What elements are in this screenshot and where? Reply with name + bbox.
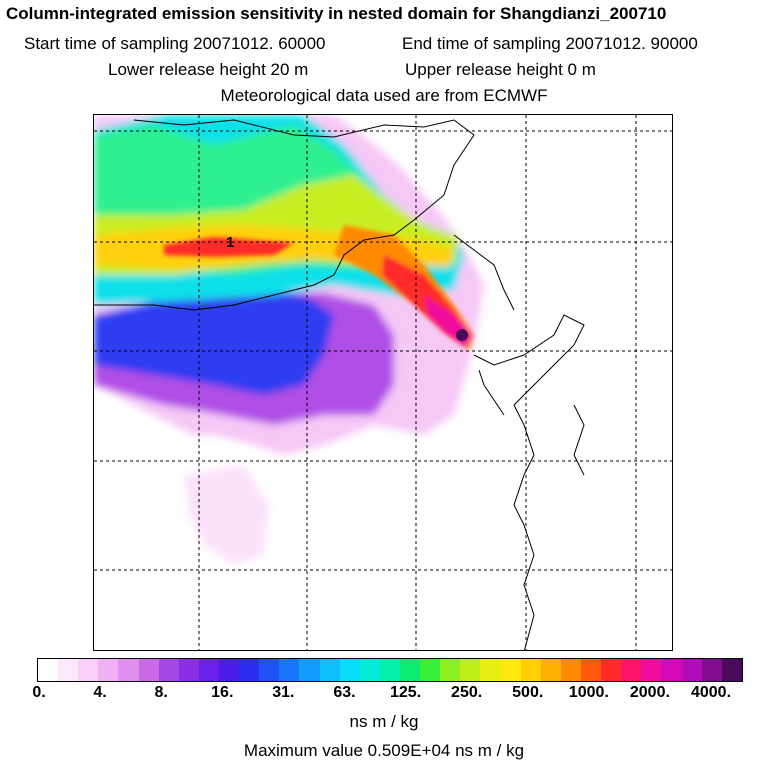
colorbar-segment [98, 659, 119, 681]
colorbar-segment [480, 659, 501, 681]
colorbar-segment [138, 659, 159, 681]
colorbar-tick-label: 250. [451, 684, 483, 701]
colorbar-segment [279, 659, 300, 681]
colorbar-segment [178, 659, 199, 681]
colorbar-segment [198, 659, 219, 681]
upper-release-height: Upper release height 0 m [405, 60, 596, 79]
colorbar-segment [58, 659, 79, 681]
colorbar-segment [239, 659, 260, 681]
station-marker [456, 329, 468, 341]
colorbar-segment [560, 659, 581, 681]
colorbar-segment [299, 659, 320, 681]
colorbar-segment [580, 659, 602, 681]
colorbar-tick-label: 31. [272, 684, 295, 701]
colorbar-segment [540, 659, 561, 681]
colorbar-tick-label: 16. [211, 684, 234, 701]
coastlines [94, 119, 585, 650]
colorbar-segment [379, 659, 400, 681]
colorbar-tick-label: 63. [333, 684, 356, 701]
maximum-value: Maximum value 0.509E+04 ns m / kg [243, 741, 525, 760]
colorbar-tick-label: 2000. [629, 684, 670, 701]
colorbar-segment [259, 659, 280, 681]
sensitivity-field: 1 [94, 115, 484, 565]
met-data-source: Meteorological data used are from ECMWF [220, 86, 548, 105]
map-canvas: 1 [94, 115, 672, 650]
colorbar-segment [460, 659, 481, 681]
colorbar-segment [440, 659, 461, 681]
colorbar-segment [38, 659, 59, 681]
colorbar-segment [78, 659, 99, 681]
colorbar-segment [520, 659, 541, 681]
colorbar-tick-label: 1000. [568, 684, 609, 701]
colorbar-segment [721, 659, 742, 681]
end-time: End time of sampling 20071012. 90000 [402, 34, 698, 53]
colorbar-tick-label: 4000. [690, 684, 732, 701]
start-time: Start time of sampling 20071012. 60000 [24, 34, 326, 53]
colorbar-tick-label: 125. [389, 684, 422, 701]
colorbar-segment [319, 659, 340, 681]
colorbar-segment [218, 659, 240, 681]
colorbar-segment [681, 659, 702, 681]
colorbar [37, 658, 743, 682]
colorbar-tick-label: 8. [154, 684, 168, 701]
colorbar-segment [359, 659, 380, 681]
colorbar-segment [701, 659, 722, 681]
colorbar-tick-label: 500. [512, 684, 544, 701]
colorbar-segment [621, 659, 642, 681]
colorbar-units: ns m / kg [349, 712, 419, 731]
plot-title: Column-integrated emission sensitivity i… [6, 4, 667, 23]
station-label: 1 [226, 234, 234, 251]
colorbar-segment [500, 659, 521, 681]
colorbar-segment [420, 659, 441, 681]
colorbar-segment [399, 659, 421, 681]
lower-release-height: Lower release height 20 m [108, 60, 309, 79]
colorbar-segment [641, 659, 662, 681]
colorbar-tick-label: 4. [93, 684, 107, 701]
colorbar-segment [661, 659, 682, 681]
colorbar-segment [601, 659, 622, 681]
lat-lon-grid [94, 115, 672, 650]
colorbar-tick-label: 0. [32, 684, 46, 701]
colorbar-segment [118, 659, 139, 681]
colorbar-segment [158, 659, 179, 681]
sensitivity-map: 1 [93, 114, 673, 651]
colorbar-segment [339, 659, 360, 681]
